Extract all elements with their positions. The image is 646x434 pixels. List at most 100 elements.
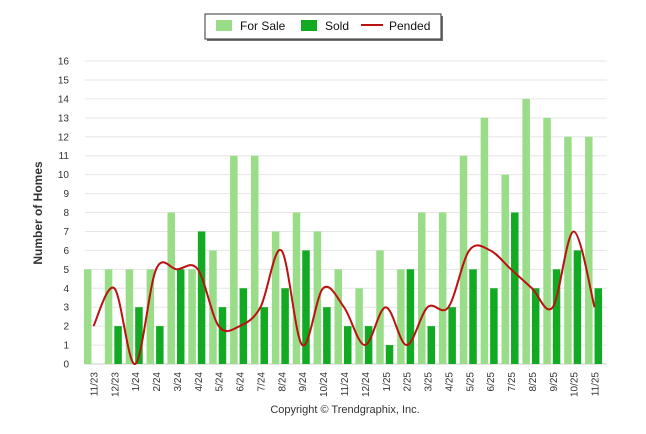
sold-bar xyxy=(427,326,436,364)
for-sale-bar xyxy=(104,269,113,364)
sold-bar xyxy=(364,326,373,364)
for-sale-bar xyxy=(438,212,447,364)
for-sale-bar xyxy=(459,155,468,364)
sold-bar xyxy=(197,231,206,364)
for-sale-bar xyxy=(543,117,551,364)
legend-label-for-sale: For Sale xyxy=(240,19,286,33)
sold-bar xyxy=(135,307,143,364)
legend-swatch-for-sale xyxy=(216,20,232,31)
sold-bar xyxy=(302,250,310,364)
x-tick-label: 5/24 xyxy=(215,372,226,392)
sold-bar xyxy=(594,288,603,364)
legend: For Sale Sold Pended xyxy=(204,13,443,41)
y-tick-label: 6 xyxy=(63,246,69,257)
sold-bar xyxy=(469,269,477,364)
x-tick-label: 9/24 xyxy=(298,372,309,392)
sold-bar xyxy=(156,326,164,364)
for-sale-bar xyxy=(188,269,196,364)
sold-bar xyxy=(176,269,185,364)
x-tick-label: 11/25 xyxy=(591,372,602,397)
x-tick-label: 8/25 xyxy=(528,372,539,392)
sold-bar xyxy=(531,288,540,364)
legend-label-sold: Sold xyxy=(325,19,349,33)
sold-bar xyxy=(552,269,561,364)
x-tick-label: 9/25 xyxy=(549,372,560,392)
x-tick-label: 6/24 xyxy=(236,372,247,392)
sold-bar xyxy=(511,212,519,364)
sold-bar xyxy=(260,307,268,364)
legend-label-pended: Pended xyxy=(389,19,430,33)
x-tick-label: 11/23 xyxy=(89,372,100,397)
x-axis-ticks: 11/23 12/23 1/24 2/24 3/24 4/24 5/24 6/24 7/24 8/… xyxy=(89,372,601,397)
for-sale-bar xyxy=(230,155,238,364)
x-tick-label: 5/25 xyxy=(465,372,476,392)
sold-bar xyxy=(218,307,227,364)
y-tick-label: 10 xyxy=(58,170,70,181)
y-axis-label: Number of Homes xyxy=(31,161,45,265)
for-sale-bar xyxy=(292,212,301,364)
x-tick-label: 6/25 xyxy=(486,372,497,392)
y-tick-label: 5 xyxy=(63,265,69,276)
sold-bar xyxy=(114,326,122,364)
y-tick-label: 13 xyxy=(58,113,70,124)
sold-bar xyxy=(448,307,456,364)
x-tick-label: 3/25 xyxy=(424,372,435,392)
y-tick-label: 9 xyxy=(63,189,69,200)
for-sale-bar xyxy=(501,174,510,364)
sold-bar xyxy=(281,288,289,364)
x-tick-label: 2/24 xyxy=(152,372,163,392)
x-tick-label: 10/24 xyxy=(319,372,330,397)
x-tick-label: 10/25 xyxy=(570,372,581,397)
x-tick-label: 8/24 xyxy=(277,372,288,392)
x-tick-label: 3/24 xyxy=(173,372,184,392)
for-sale-bar xyxy=(585,136,593,364)
sold-bar xyxy=(490,288,498,364)
y-tick-label: 4 xyxy=(63,284,69,295)
sold-bar xyxy=(323,307,331,364)
pended-line xyxy=(92,230,596,366)
x-tick-label: 1/25 xyxy=(382,372,393,392)
sold-bar xyxy=(406,269,415,364)
for-sale-bar xyxy=(480,117,489,364)
for-sale-bar xyxy=(355,288,363,364)
bars xyxy=(83,98,603,364)
legend-swatch-sold xyxy=(301,20,317,31)
y-tick-label: 14 xyxy=(58,94,70,105)
for-sale-bar xyxy=(146,269,155,364)
copyright-footer: Copyright © Trendgraphix, Inc. xyxy=(270,404,419,416)
for-sale-bar xyxy=(83,269,92,364)
legend-box xyxy=(204,13,442,40)
sold-bar xyxy=(344,326,352,364)
y-tick-label: 0 xyxy=(63,360,69,371)
x-tick-label: 1/24 xyxy=(131,372,142,392)
for-sale-bar xyxy=(125,269,134,364)
x-tick-label: 7/25 xyxy=(507,372,518,392)
y-tick-label: 2 xyxy=(63,322,69,333)
sold-bar xyxy=(239,288,248,364)
y-tick-label: 15 xyxy=(58,75,70,86)
for-sale-bar xyxy=(250,155,259,364)
pended-series-line xyxy=(92,230,596,366)
for-sale-bar xyxy=(334,269,342,364)
x-tick-label: 11/24 xyxy=(340,372,351,397)
y-tick-label: 3 xyxy=(63,303,69,314)
x-tick-label: 7/24 xyxy=(256,372,267,392)
for-sale-bar xyxy=(313,231,322,364)
sold-bar xyxy=(573,250,582,364)
for-sale-bar xyxy=(209,250,217,364)
y-tick-label: 16 xyxy=(58,57,70,68)
for-sale-bar xyxy=(564,136,572,364)
x-tick-label: 12/24 xyxy=(361,372,372,397)
for-sale-bar xyxy=(418,212,426,364)
x-tick-label: 2/25 xyxy=(403,372,414,392)
for-sale-bar xyxy=(376,250,384,364)
y-tick-label: 11 xyxy=(59,151,70,162)
sold-bar xyxy=(385,345,394,364)
for-sale-bar xyxy=(522,98,530,364)
for-sale-bar xyxy=(167,212,175,364)
x-tick-label: 12/23 xyxy=(110,372,121,397)
y-tick-label: 1 xyxy=(63,341,69,352)
y-tick-label: 12 xyxy=(58,132,70,143)
